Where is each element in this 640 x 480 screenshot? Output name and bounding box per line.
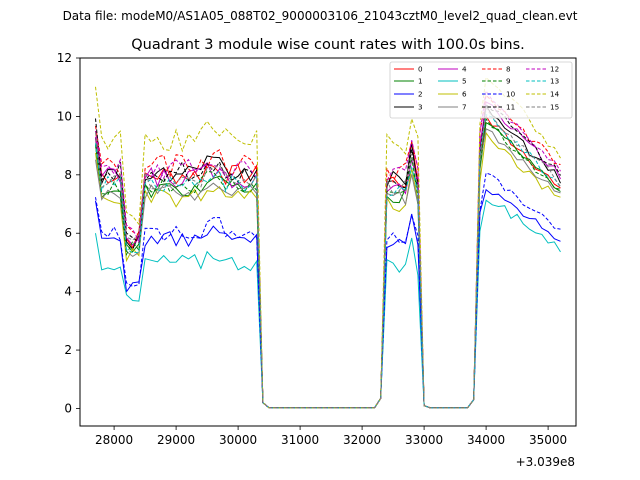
series-line-0 — [95, 114, 561, 409]
x-offset-label: +3.039e8 — [516, 455, 575, 469]
x-tick-label: 35000 — [529, 433, 567, 447]
legend-label-3: 3 — [418, 103, 423, 112]
series-line-11 — [95, 103, 561, 409]
series-line-5 — [95, 199, 561, 409]
legend-label-4: 4 — [462, 65, 467, 74]
legend-label-11: 11 — [506, 103, 515, 112]
series-line-12 — [95, 89, 561, 409]
legend-label-2: 2 — [418, 90, 423, 99]
series-line-10 — [95, 172, 561, 409]
chart-title: Quadrant 3 module wise count rates with … — [131, 37, 525, 53]
x-tick-label: 29000 — [157, 433, 195, 447]
x-tick-label: 31000 — [281, 433, 319, 447]
axes-frame — [79, 57, 577, 427]
legend-label-12: 12 — [550, 65, 559, 74]
y-axis: 0 2 4 6 8 10 12 — [57, 51, 80, 415]
x-tick-label: 30000 — [219, 433, 257, 447]
legend-label-9: 9 — [506, 77, 511, 86]
y-tick-label: 8 — [64, 168, 72, 182]
series-line-8 — [95, 94, 561, 409]
legend-label-0: 0 — [418, 65, 423, 74]
legend-label-7: 7 — [462, 103, 467, 112]
series-line-13 — [95, 113, 561, 409]
legend-label-5: 5 — [462, 77, 467, 86]
series-line-15 — [95, 106, 561, 409]
x-tick-label: 32000 — [343, 433, 381, 447]
legend-label-10: 10 — [506, 90, 516, 99]
legend-label-15: 15 — [550, 103, 559, 112]
x-tick-label: 34000 — [467, 433, 505, 447]
series-layer — [95, 76, 561, 409]
series-line-2 — [95, 188, 561, 409]
legend-label-8: 8 — [506, 65, 511, 74]
y-tick-label: 10 — [57, 109, 72, 123]
y-tick-label: 6 — [64, 226, 72, 240]
x-tick-label: 28000 — [95, 433, 133, 447]
chart-suptitle: Data file: modeM0/AS1A05_088T02_90000031… — [63, 9, 578, 23]
series-line-14 — [95, 76, 561, 409]
x-axis: 28000 29000 30000 31000 32000 33000 34000 35000 — [95, 426, 567, 447]
y-tick-label: 12 — [57, 51, 72, 65]
x-tick-label: 33000 — [405, 433, 443, 447]
legend-label-1: 1 — [418, 77, 423, 86]
y-tick-label: 0 — [64, 401, 72, 415]
legend-label-13: 13 — [550, 77, 559, 86]
y-tick-label: 2 — [64, 343, 72, 357]
legend-label-14: 14 — [550, 90, 560, 99]
legend-frame — [389, 61, 573, 119]
y-tick-label: 4 — [64, 285, 72, 299]
series-line-4 — [95, 101, 561, 409]
series-line-1 — [95, 121, 561, 409]
legend-label-6: 6 — [462, 90, 467, 99]
